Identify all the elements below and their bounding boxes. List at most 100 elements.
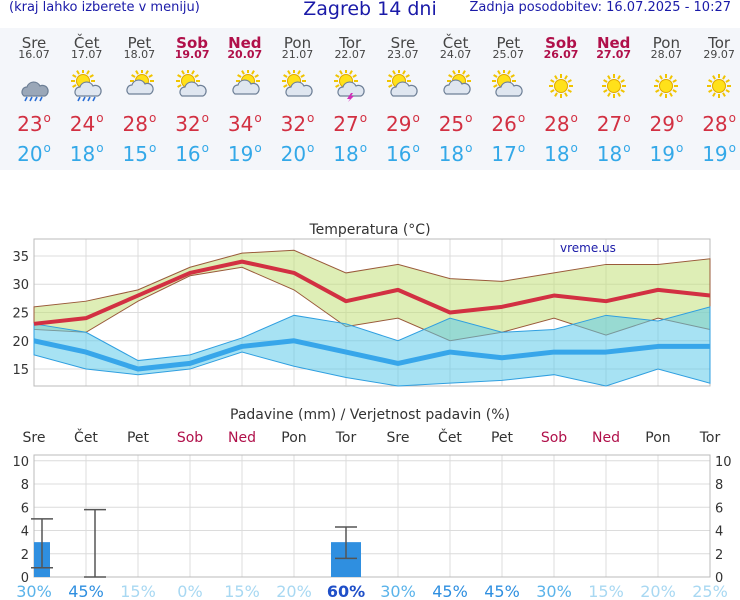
precipitation-chart-title: Padavine (mm) / Verjetnost padavin (%) [230, 407, 510, 423]
min-temperature-range-band [33, 306, 711, 387]
sun-cloud-icon [386, 69, 419, 102]
y-tick-label-right: 8 [715, 478, 723, 493]
day-date: 25.07 [492, 48, 525, 61]
y-tick-label-right: 4 [715, 525, 723, 540]
min-temperature: 18o [587, 141, 641, 166]
precipitation-probability: 20% [276, 582, 312, 600]
max-temperature-value: 28 [702, 112, 728, 136]
day-date: 24.07 [439, 48, 472, 61]
degree-symbol: o [254, 141, 262, 155]
day-date: 16.07 [18, 48, 50, 61]
max-temperature-value: 27 [333, 112, 359, 136]
y-tick-label-right: 0 [715, 571, 723, 586]
partly-cloudy-icon [440, 69, 472, 102]
degree-symbol: o [623, 111, 631, 125]
x-tick-label: Pet [127, 430, 150, 446]
precipitation-probability: 30% [16, 582, 52, 600]
min-temperature: 17o [481, 141, 535, 166]
degree-symbol: o [148, 141, 157, 155]
day-name: Tor [708, 34, 731, 52]
degree-symbol: o [728, 111, 736, 125]
day-name: Pon [652, 34, 680, 52]
degree-symbol: o [412, 111, 420, 125]
degree-symbol: o [254, 111, 262, 125]
watermark: vreme.us [560, 241, 616, 255]
degree-symbol: o [201, 141, 209, 155]
day-name: Sob [176, 34, 209, 52]
sun-cloud-icon [176, 69, 208, 102]
x-tick-label: Čet [438, 428, 462, 446]
day-date: 17.07 [70, 48, 103, 61]
degree-symbol: o [307, 111, 315, 125]
day-date: 21.07 [281, 48, 314, 61]
max-temperature: 24o [60, 111, 114, 136]
min-temperature-value: 18 [333, 142, 359, 166]
y-tick-label-left: 10 [12, 455, 29, 470]
sun-cloud-thunder-icon [334, 69, 366, 102]
min-temperature-value: 20 [280, 142, 307, 166]
y-tick-label: 35 [12, 250, 29, 265]
min-temperature-value: 19 [702, 142, 728, 166]
header-select-hint[interactable]: (kraj lahko izberete v meniju) [9, 0, 200, 15]
min-temperature-value: 19 [649, 142, 675, 166]
min-temperature-value: 15 [122, 142, 148, 166]
precipitation-probability: 30% [536, 582, 572, 600]
last-updated: Zadnja posodobitev: 16.07.2025 - 10:27 [469, 0, 731, 15]
day-name: Tor [339, 34, 362, 52]
max-temperature: 32o [165, 111, 219, 136]
min-temperature: 18o [429, 141, 483, 166]
degree-symbol: o [517, 141, 526, 155]
min-temperature: 19o [218, 141, 272, 166]
degree-symbol: o [359, 141, 368, 155]
x-tick-label: Sob [541, 430, 567, 446]
precipitation-probability: 15% [588, 582, 624, 600]
precipitation-probability: 20% [640, 582, 676, 600]
precipitation-probability: 45% [484, 582, 520, 600]
sun-icon [598, 70, 630, 102]
day-name: Ned [228, 34, 262, 52]
degree-symbol: o [359, 111, 368, 125]
degree-symbol: o [412, 141, 420, 155]
precipitation-range-whisker [84, 508, 106, 578]
min-temperature: 16o [165, 141, 219, 166]
degree-symbol: o [96, 111, 104, 125]
day-date: 28.07 [650, 48, 683, 61]
precipitation-probability: 0% [177, 582, 202, 600]
degree-symbol: o [201, 111, 209, 125]
x-tick-label: Ned [592, 430, 620, 446]
y-tick-label-left: 0 [21, 571, 29, 586]
max-temperature-value: 29 [385, 112, 412, 136]
precipitation-probability: 15% [224, 582, 260, 600]
y-tick-label: 25 [12, 307, 29, 322]
degree-symbol: o [728, 141, 736, 155]
sun-icon [650, 70, 682, 102]
partly-cloudy-icon [123, 69, 155, 102]
min-temperature: 18o [534, 141, 588, 166]
sun-cloud-icon [492, 69, 524, 102]
day-name: Čet [73, 34, 100, 52]
degree-symbol: o [43, 141, 51, 155]
max-temperature-value: 27 [596, 112, 623, 136]
min-temperature: 18o [60, 141, 114, 166]
y-tick-label-left: 2 [21, 548, 29, 563]
precipitation-range-whisker [31, 518, 53, 569]
y-tick-label-left: 4 [21, 525, 29, 540]
degree-symbol: o [465, 141, 473, 155]
min-temperature-value: 19 [227, 142, 254, 166]
x-tick-label: Čet [74, 428, 98, 446]
precipitation-chart: Padavine (mm) / Verjetnost padavin (%) Sr… [12, 407, 731, 600]
day-date: 29.07 [703, 48, 735, 61]
min-temperature-value: 18 [596, 142, 623, 166]
y-tick-label-right: 6 [715, 501, 723, 516]
max-temperature: 28o [112, 111, 166, 136]
max-temperature: 28o [692, 111, 740, 136]
y-tick-label-left: 8 [21, 478, 29, 493]
sun-icon [545, 70, 577, 102]
max-temperature-value: 23 [17, 112, 43, 136]
y-tick-label-left: 6 [21, 501, 29, 516]
x-tick-label: Sob [177, 430, 203, 446]
sun-cloud-rain-icon [70, 69, 103, 102]
min-temperature-value: 18 [69, 142, 96, 166]
x-tick-label: Ned [228, 430, 256, 446]
degree-symbol: o [570, 111, 578, 125]
